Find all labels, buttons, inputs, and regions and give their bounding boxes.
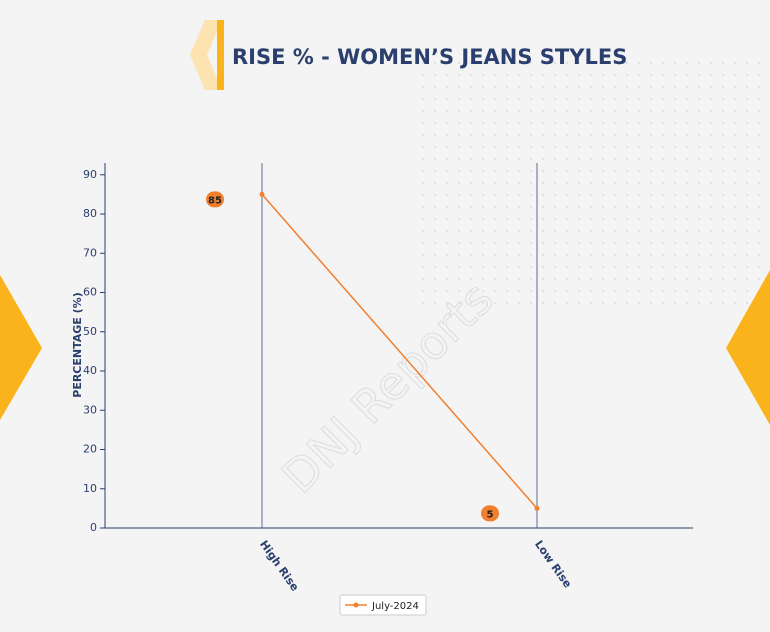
legend-marker [353,602,359,608]
title-bar [217,20,224,90]
value-badge [481,505,499,522]
y-tick-label: 90 [83,168,97,181]
y-tick-label: 40 [83,364,97,377]
deco-right [726,270,770,425]
title-chevron [190,20,222,90]
chart-title: RISE % - WOMEN’S JEANS STYLES [232,45,627,69]
dots [420,60,770,310]
value-label: 85 [208,195,222,206]
y-tick-label: 80 [83,207,97,220]
y-tick-label: 20 [83,443,97,456]
y-tick-label: 50 [83,325,97,338]
value-label: 5 [487,509,494,520]
legend-label: July-2024 [371,601,419,612]
y-axis-label: PERCENTAGE (%) [71,292,84,397]
line [261,193,538,509]
y-tick-label: 30 [83,403,97,416]
y-tick-label: 0 [90,521,97,534]
y-tick-label: 10 [83,482,97,495]
deco-left [0,275,42,420]
y-tick-label: 70 [83,246,97,259]
y-tick-label: 60 [83,286,97,299]
point [259,191,265,197]
point [534,505,540,511]
legend-box [339,594,427,616]
value-badge [206,191,224,208]
